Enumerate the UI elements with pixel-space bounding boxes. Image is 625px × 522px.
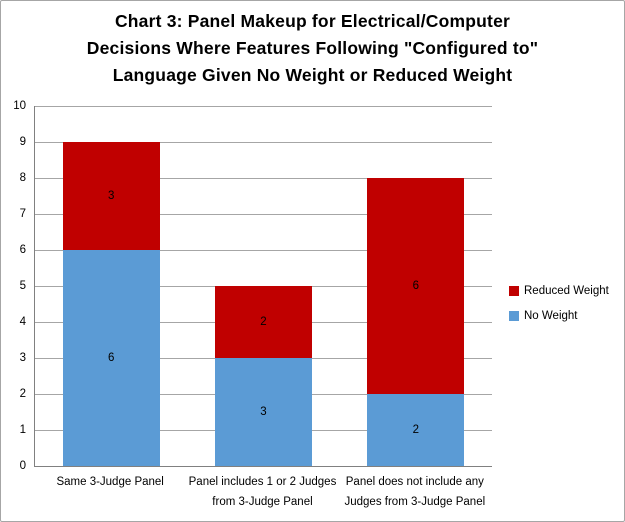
y-axis: 0 1 2 3 4 5 6 7 8 9 10 (1, 100, 30, 472)
gridline (35, 250, 492, 251)
data-label: 6 (412, 280, 420, 292)
y-axis-tick-label: 1 (19, 424, 26, 436)
data-label: 6 (107, 352, 115, 364)
gridline (35, 178, 492, 179)
y-axis-tick-label: 9 (19, 136, 26, 148)
x-axis-category-label: Same 3-Judge Panel (56, 476, 164, 488)
y-axis-tick-label: 7 (19, 208, 26, 220)
y-axis-tick-label: 10 (13, 100, 26, 112)
y-axis-tick-label: 0 (19, 460, 26, 472)
chart-title: Chart 3: Panel Makeup for Electrical/Com… (86, 11, 539, 85)
x-axis-category-label: Panel includes 1 or 2 Judges from 3-Judg… (188, 476, 337, 508)
plot-area: 6 3 3 2 2 6 (34, 106, 492, 467)
legend-label: No Weight (524, 310, 578, 322)
no-weight-segment: 3 (215, 358, 312, 466)
legend: Reduced Weight No Weight (509, 285, 609, 335)
data-label: 2 (412, 424, 420, 436)
y-axis-tick-label: 4 (19, 316, 26, 328)
y-axis-tick-label: 2 (19, 388, 26, 400)
y-axis-tick-label: 8 (19, 172, 26, 184)
gridline (35, 214, 492, 215)
x-axis-category-label: Panel does not include any Judges from 3… (344, 476, 486, 508)
legend-item: Reduced Weight (509, 285, 609, 297)
y-axis-tick-label: 6 (19, 244, 26, 256)
gridline (35, 106, 492, 107)
data-label: 3 (107, 190, 115, 202)
data-label: 2 (260, 316, 267, 328)
reduced-weight-segment: 3 (62, 142, 160, 250)
no-weight-segment: 2 (367, 394, 465, 466)
no-weight-segment: 6 (62, 250, 160, 466)
legend-swatch-no-weight (509, 311, 519, 321)
reduced-weight-segment: 6 (367, 178, 465, 394)
data-label: 3 (260, 406, 267, 418)
y-axis-tick-label: 5 (19, 280, 26, 292)
legend-swatch-reduced-weight (509, 286, 519, 296)
legend-label: Reduced Weight (524, 285, 609, 297)
reduced-weight-segment: 2 (215, 286, 312, 358)
y-axis-tick-label: 3 (19, 352, 26, 364)
gridline (35, 142, 492, 143)
legend-item: No Weight (509, 310, 609, 322)
